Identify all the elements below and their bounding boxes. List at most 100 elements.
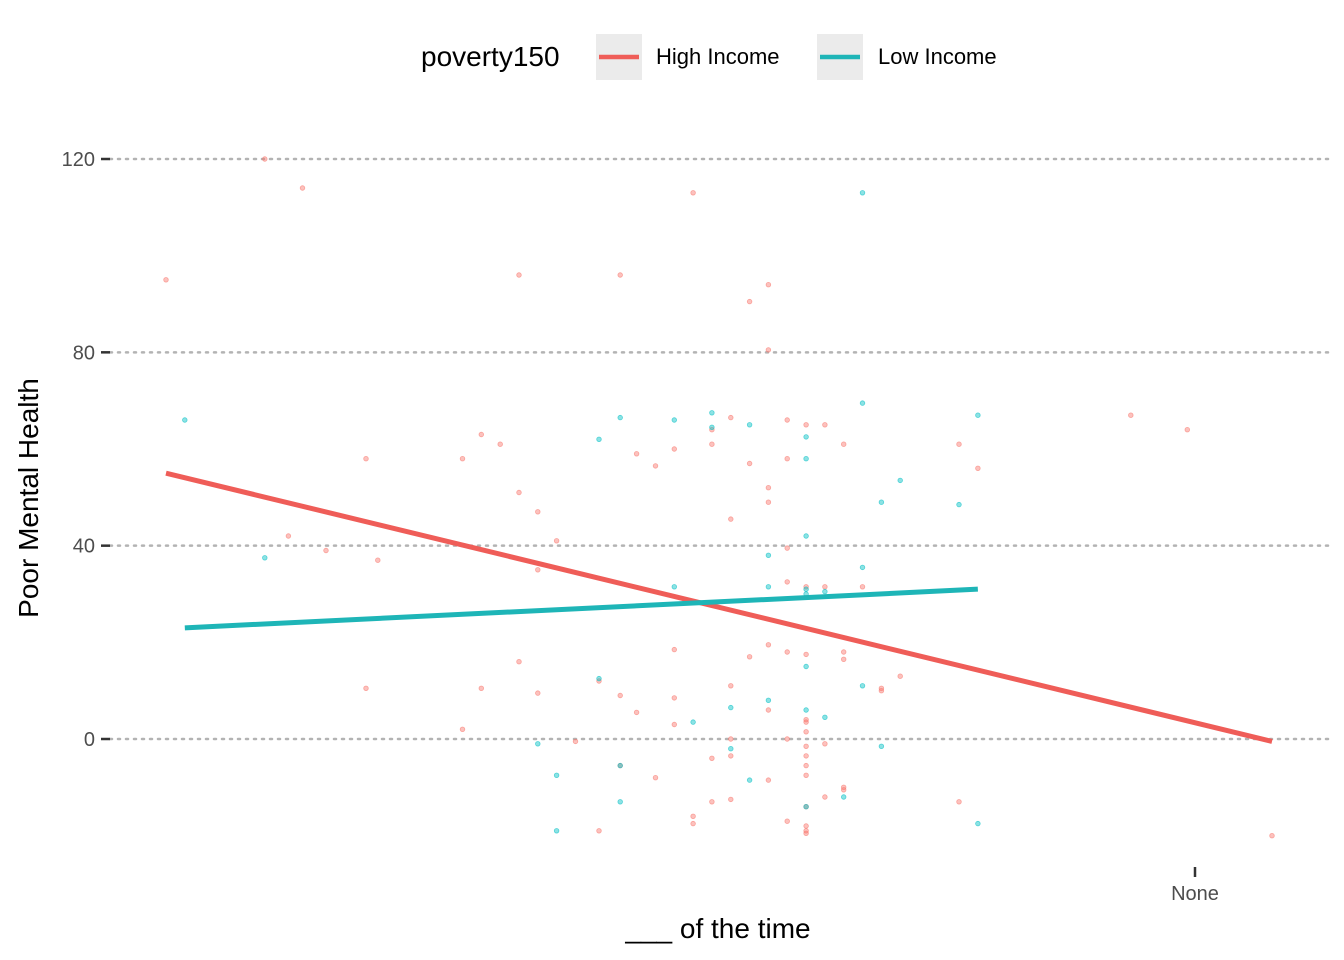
point-low-income-2 xyxy=(535,741,541,747)
point-high-income-69 xyxy=(803,762,809,769)
point-low-income-31 xyxy=(822,714,828,720)
point-high-income-74 xyxy=(803,717,809,723)
point-low-income-3 xyxy=(553,772,560,778)
point-low-income-13 xyxy=(709,410,715,416)
point-high-income-27 xyxy=(633,709,640,716)
legend-title: poverty150 xyxy=(421,41,560,72)
point-high-income-66 xyxy=(803,651,809,658)
point-high-income-35 xyxy=(690,813,696,819)
point-low-income-27 xyxy=(803,663,809,670)
point-high-income-60 xyxy=(784,579,790,585)
point-low-income-11 xyxy=(671,584,677,590)
legend: poverty150 High Income Low Income xyxy=(421,34,997,80)
point-high-income-15 xyxy=(516,659,522,665)
point-low-income-40 xyxy=(956,501,962,508)
point-low-income-41 xyxy=(975,412,981,418)
point-low-income-24 xyxy=(803,533,809,539)
point-low-income-19 xyxy=(765,552,772,558)
point-low-income-25 xyxy=(803,586,809,592)
point-low-income-36 xyxy=(859,683,866,689)
point-high-income-7 xyxy=(363,685,369,691)
point-low-income-33 xyxy=(859,190,866,196)
point-high-income-82 xyxy=(841,441,847,447)
point-high-income-33 xyxy=(671,721,677,728)
point-low-income-17 xyxy=(746,422,753,428)
y-tick-label-40: 40 xyxy=(73,536,95,558)
point-low-income-29 xyxy=(803,804,809,810)
legend-label-low-income: Low Income xyxy=(878,44,997,69)
point-low-income-10 xyxy=(671,417,677,423)
point-high-income-30 xyxy=(671,446,677,452)
x-tick-label-0: None xyxy=(1171,883,1219,905)
point-high-income-81 xyxy=(822,794,828,800)
point-high-income-76 xyxy=(803,772,809,778)
point-high-income-56 xyxy=(765,347,772,353)
point-low-income-35 xyxy=(859,564,866,571)
point-high-income-14 xyxy=(516,489,522,496)
point-high-income-13 xyxy=(516,272,522,278)
point-low-income-34 xyxy=(859,400,866,406)
point-high-income-92 xyxy=(956,799,962,805)
point-low-income-4 xyxy=(553,828,560,834)
point-high-income-78 xyxy=(822,422,828,428)
point-low-income-14 xyxy=(709,424,715,430)
point-high-income-93 xyxy=(975,465,981,471)
point-high-income-53 xyxy=(765,642,772,648)
point-low-income-12 xyxy=(690,719,696,725)
point-high-income-63 xyxy=(784,818,790,824)
gridlines xyxy=(108,157,1334,741)
point-high-income-24 xyxy=(617,692,623,699)
point-high-income-29 xyxy=(652,775,659,781)
point-high-income-41 xyxy=(728,414,734,421)
point-high-income-39 xyxy=(709,755,715,761)
point-low-income-21 xyxy=(765,697,772,703)
point-high-income-80 xyxy=(822,741,828,747)
point-low-income-16 xyxy=(728,746,734,752)
point-low-income-8 xyxy=(617,762,623,769)
point-high-income-62 xyxy=(784,736,790,742)
point-low-income-6 xyxy=(596,675,602,682)
point-high-income-47 xyxy=(746,298,753,305)
point-high-income-68 xyxy=(803,743,809,749)
point-low-income-0 xyxy=(182,417,188,423)
point-high-income-40 xyxy=(709,799,715,805)
point-high-income-90 xyxy=(897,673,903,679)
x-axis: None xyxy=(1171,867,1219,905)
point-high-income-87 xyxy=(859,584,866,590)
point-low-income-38 xyxy=(878,743,885,749)
point-high-income-23 xyxy=(617,272,623,278)
point-high-income-9 xyxy=(459,726,466,732)
point-high-income-1 xyxy=(262,156,268,162)
point-high-income-26 xyxy=(633,451,640,457)
point-high-income-71 xyxy=(803,823,809,829)
point-high-income-32 xyxy=(671,695,677,701)
point-high-income-16 xyxy=(535,509,541,515)
point-high-income-10 xyxy=(478,431,484,438)
point-high-income-48 xyxy=(746,460,753,467)
point-high-income-36 xyxy=(690,820,696,827)
point-high-income-37 xyxy=(709,441,715,447)
point-low-income-15 xyxy=(728,704,734,711)
point-high-income-46 xyxy=(728,796,734,803)
point-high-income-0 xyxy=(163,277,169,283)
y-axis-title: Poor Mental Health xyxy=(13,378,44,618)
point-high-income-75 xyxy=(803,753,809,759)
point-low-income-23 xyxy=(803,456,809,462)
point-high-income-73 xyxy=(803,729,809,735)
point-high-income-18 xyxy=(535,690,541,696)
point-high-income-52 xyxy=(765,499,772,505)
point-high-income-57 xyxy=(784,417,790,423)
point-high-income-31 xyxy=(671,646,677,653)
point-high-income-2 xyxy=(299,185,306,191)
point-high-income-3 xyxy=(285,533,292,539)
point-low-income-42 xyxy=(975,820,981,827)
point-high-income-55 xyxy=(765,777,772,783)
y-tick-label-120: 120 xyxy=(62,149,95,171)
point-high-income-49 xyxy=(746,654,753,660)
point-high-income-42 xyxy=(728,516,734,522)
point-high-income-45 xyxy=(728,753,734,759)
point-low-income-1 xyxy=(262,555,268,561)
point-high-income-64 xyxy=(803,422,809,428)
point-low-income-7 xyxy=(617,414,623,421)
